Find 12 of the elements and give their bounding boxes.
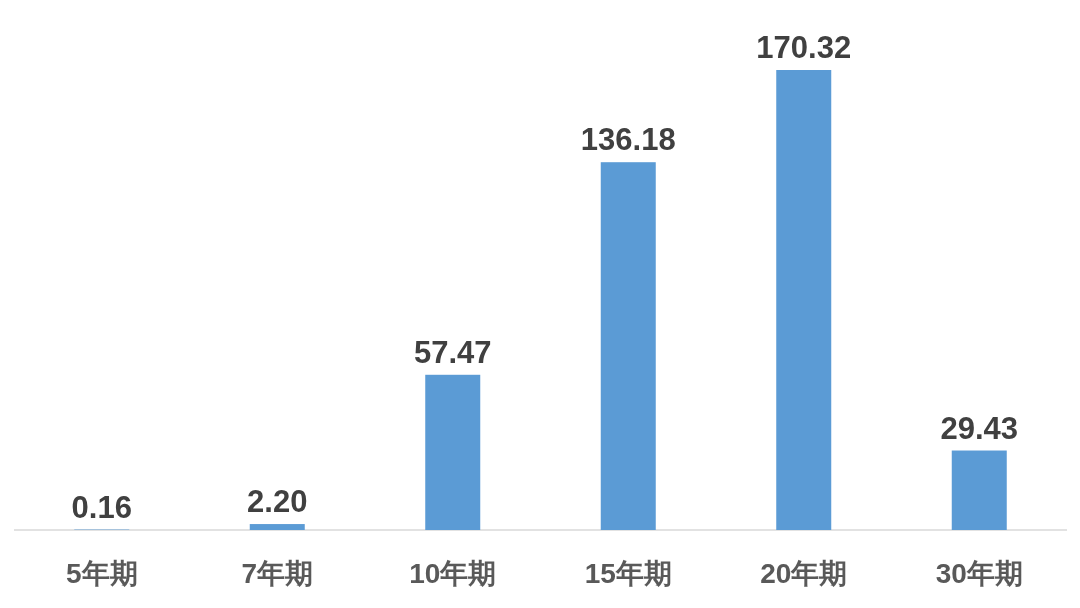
x-tick-label: 30年期	[935, 558, 1023, 589]
data-label: 136.18	[580, 122, 676, 158]
data-label: 29.43	[940, 410, 1019, 446]
x-tick-label: 15年期	[584, 558, 672, 589]
x-tick-label: 5年期	[65, 558, 138, 589]
data-label: 57.47	[413, 334, 492, 370]
x-tick-label: 7年期	[241, 558, 314, 589]
data-label: 2.20	[247, 484, 308, 520]
x-tick-label: 20年期	[760, 558, 848, 589]
data-label: 170.32	[756, 30, 852, 65]
x-tick-label: 10年期	[409, 558, 497, 589]
data-label: 0.16	[71, 489, 132, 525]
